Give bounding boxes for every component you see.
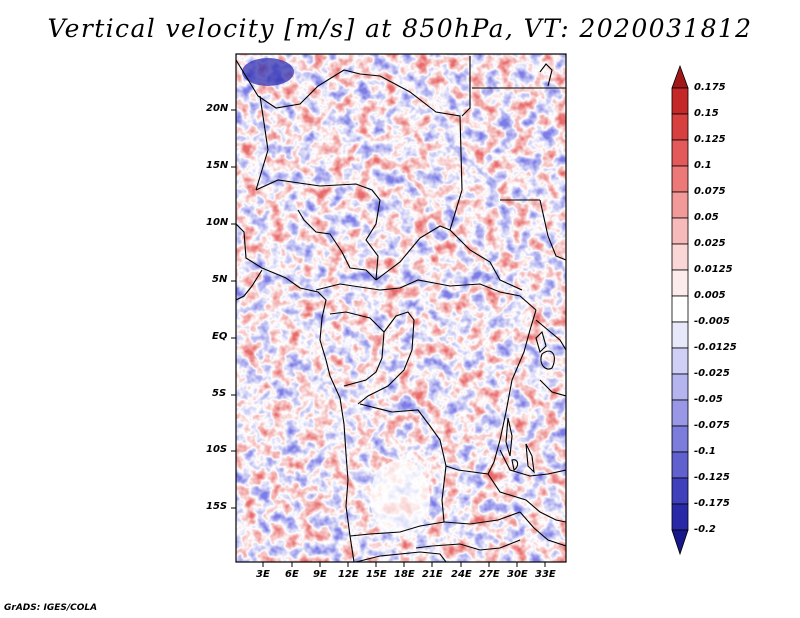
- colorbar-label: -0.075: [694, 420, 730, 431]
- colorbar-swatch: [671, 165, 689, 193]
- colorbar-label: 0.1: [694, 160, 712, 171]
- lon-label: 33E: [535, 569, 556, 580]
- colorbar: [671, 64, 689, 556]
- colorbar-swatch: [671, 295, 689, 323]
- lat-label: 5N: [212, 274, 228, 285]
- chart-title: Vertical velocity [m/s] at 850hPa, VT: 2…: [47, 14, 753, 43]
- lon-label: 30E: [507, 569, 528, 580]
- colorbar-swatch: [671, 87, 689, 115]
- lon-label: 18E: [394, 569, 415, 580]
- lat-label: EQ: [212, 331, 228, 342]
- colorbar-swatch: [671, 503, 689, 531]
- colorbar-swatch: [671, 191, 689, 219]
- colorbar-swatch: [671, 399, 689, 427]
- colorbar-label: 0.025: [694, 238, 726, 249]
- colorbar-label: 0.075: [694, 186, 726, 197]
- lon-label: 15E: [366, 569, 387, 580]
- lon-label: 3E: [256, 569, 270, 580]
- colorbar-bottom-arrow: [671, 529, 689, 556]
- lon-label: 9E: [313, 569, 327, 580]
- colorbar-swatch: [671, 139, 689, 167]
- colorbar-label: -0.1: [694, 446, 716, 457]
- lat-ticks: [231, 109, 236, 509]
- colorbar-swatch: [671, 269, 689, 297]
- colorbar-top-arrow: [671, 64, 689, 89]
- colorbar-swatch: [671, 373, 689, 401]
- lat-label: 5S: [212, 388, 227, 399]
- footer-credit: GrADS: IGES/COLA: [4, 603, 98, 613]
- lon-label: 6E: [285, 569, 299, 580]
- map-frame: [235, 53, 567, 563]
- colorbar-label: 0.005: [694, 290, 726, 301]
- colorbar-swatch: [671, 451, 689, 479]
- vertical-velocity-field: [236, 54, 566, 562]
- colorbar-swatch: [671, 243, 689, 271]
- colorbar-label: -0.025: [694, 368, 730, 379]
- colorbar-swatch: [671, 113, 689, 141]
- colorbar-label: 0.0125: [694, 264, 733, 275]
- colorbar-label: 0.15: [694, 108, 719, 119]
- lat-label: 10S: [206, 444, 228, 455]
- lon-label: 21E: [422, 569, 443, 580]
- country-borders: [236, 56, 566, 562]
- lon-label: 12E: [338, 569, 359, 580]
- colorbar-label: 0.175: [694, 82, 726, 93]
- lon-label: 27E: [479, 569, 500, 580]
- lon-ticks: [262, 562, 546, 567]
- lat-label: 10N: [206, 217, 229, 228]
- colorbar-label: -0.005: [694, 316, 730, 327]
- colorbar-label: -0.2: [694, 524, 716, 535]
- lon-label: 24E: [451, 569, 472, 580]
- lat-label: 15N: [206, 160, 229, 171]
- colorbar-label: -0.175: [694, 498, 730, 509]
- lat-label: 15S: [206, 501, 228, 512]
- lat-label: 20N: [206, 103, 229, 114]
- colorbar-label: -0.0125: [694, 342, 737, 353]
- colorbar-label: -0.125: [694, 472, 730, 483]
- colorbar-swatch: [671, 477, 689, 505]
- colorbar-label: 0.05: [694, 212, 719, 223]
- colorbar-label: 0.125: [694, 134, 726, 145]
- colorbar-swatch: [671, 217, 689, 245]
- colorbar-swatch: [671, 347, 689, 375]
- colorbar-swatch: [671, 321, 689, 349]
- colorbar-label: -0.05: [694, 394, 723, 405]
- colorbar-swatch: [671, 425, 689, 453]
